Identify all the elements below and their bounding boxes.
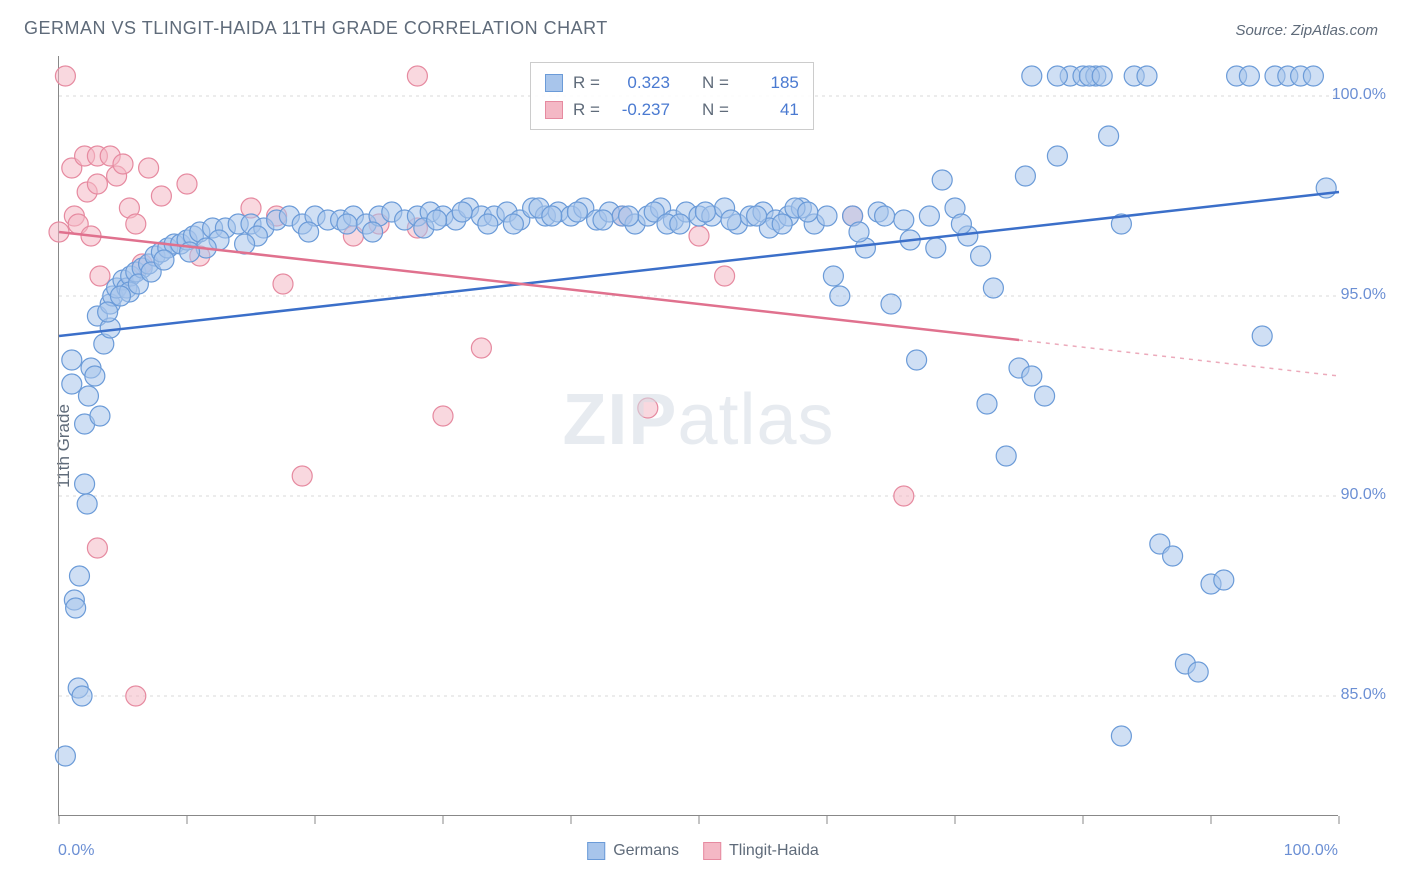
stats-row-tlingit: R = -0.237 N = 41	[545, 96, 799, 123]
n-value-tlingit: 41	[739, 96, 799, 123]
scatter-svg	[59, 56, 1339, 816]
r-label: R =	[573, 69, 600, 96]
n-label: N =	[702, 96, 729, 123]
legend-item-tlingit: Tlingit-Haida	[703, 842, 819, 860]
x-max-label: 100.0%	[1284, 842, 1338, 860]
bottom-legend: Germans Tlingit-Haida	[587, 842, 819, 860]
legend-label-germans: Germans	[613, 842, 679, 860]
y-tick-label: 85.0%	[1341, 686, 1386, 704]
n-label: N =	[702, 69, 729, 96]
y-tick-label: 100.0%	[1332, 86, 1386, 104]
chart-container: GERMAN VS TLINGIT-HAIDA 11TH GRADE CORRE…	[0, 0, 1406, 892]
legend-box-germans	[587, 842, 605, 860]
r-value-germans: 0.323	[610, 69, 670, 96]
swatch-germans	[545, 74, 563, 92]
plot-area: ZIPatlas	[58, 56, 1338, 816]
swatch-tlingit	[545, 101, 563, 119]
legend-label-tlingit: Tlingit-Haida	[729, 842, 819, 860]
stats-row-germans: R = 0.323 N = 185	[545, 69, 799, 96]
legend-box-tlingit	[703, 842, 721, 860]
y-tick-label: 95.0%	[1341, 286, 1386, 304]
legend-item-germans: Germans	[587, 842, 679, 860]
chart-title: GERMAN VS TLINGIT-HAIDA 11TH GRADE CORRE…	[24, 18, 608, 39]
n-value-germans: 185	[739, 69, 799, 96]
x-min-label: 0.0%	[58, 842, 94, 860]
stats-box: R = 0.323 N = 185 R = -0.237 N = 41	[530, 62, 814, 130]
y-tick-label: 90.0%	[1341, 486, 1386, 504]
r-value-tlingit: -0.237	[610, 96, 670, 123]
source-label: Source: ZipAtlas.com	[1235, 22, 1378, 39]
r-label: R =	[573, 96, 600, 123]
